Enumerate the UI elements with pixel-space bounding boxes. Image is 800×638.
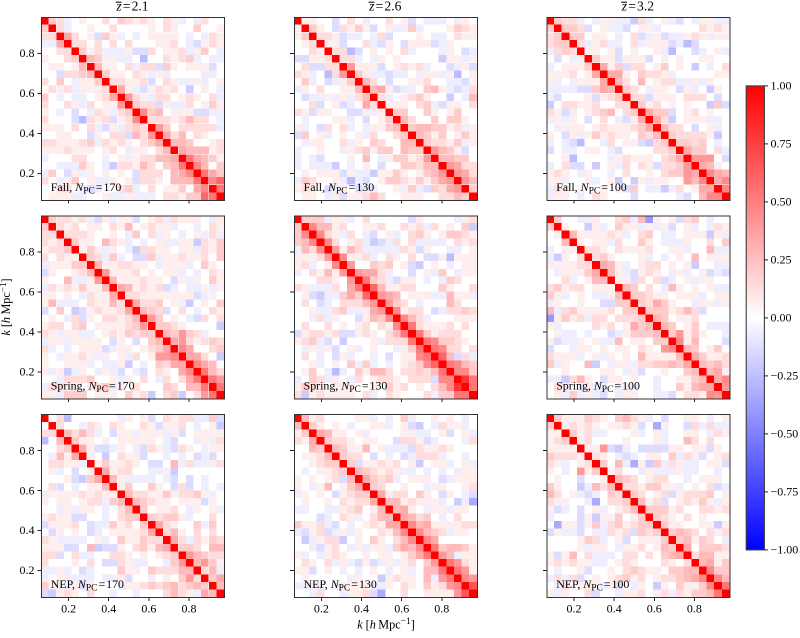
svg-text:0.6: 0.6 <box>20 86 35 100</box>
svg-text:0.25: 0.25 <box>771 253 792 267</box>
svg-text:0.4: 0.4 <box>20 324 35 338</box>
svg-text:0.6: 0.6 <box>20 483 35 497</box>
svg-text:0.4: 0.4 <box>607 601 622 615</box>
svg-text:0.50: 0.50 <box>771 195 792 209</box>
svg-text:−0.25: −0.25 <box>771 369 799 383</box>
svg-text:0.8: 0.8 <box>20 46 35 60</box>
svg-text:0.75: 0.75 <box>771 137 792 151</box>
svg-text:0.6: 0.6 <box>20 285 35 299</box>
svg-text:0.2: 0.2 <box>314 601 329 615</box>
svg-text:Fall, NPC = 130: Fall, NPC = 130 <box>304 180 375 197</box>
svg-text:0.6: 0.6 <box>647 601 662 615</box>
svg-text:Fall, NPC = 100: Fall, NPC = 100 <box>556 180 627 197</box>
svg-text:−0.50: −0.50 <box>771 427 799 441</box>
svg-text:z = 3.2: z = 3.2 <box>621 0 654 14</box>
svg-text:NEP, NPC = 100: NEP, NPC = 100 <box>556 577 629 594</box>
svg-text:Fall, NPC = 170: Fall, NPC = 170 <box>51 180 122 197</box>
svg-text:0.6: 0.6 <box>141 601 156 615</box>
svg-text:0.4: 0.4 <box>101 601 116 615</box>
svg-text:1.00: 1.00 <box>771 79 792 93</box>
svg-text:Spring, NPC = 100: Spring, NPC = 100 <box>556 378 640 395</box>
svg-text:0.8: 0.8 <box>20 443 35 457</box>
svg-text:Spring, NPC = 170: Spring, NPC = 170 <box>51 378 135 395</box>
svg-text:0.4: 0.4 <box>20 126 35 140</box>
svg-text:0.8: 0.8 <box>434 601 449 615</box>
svg-text:z = 2.1: z = 2.1 <box>115 0 148 14</box>
svg-text:0.8: 0.8 <box>182 601 197 615</box>
svg-text:k [h Mpc−1]: k [h Mpc−1] <box>357 617 415 632</box>
svg-text:0.6: 0.6 <box>394 601 409 615</box>
svg-text:NEP, NPC = 170: NEP, NPC = 170 <box>51 577 124 594</box>
svg-text:0.2: 0.2 <box>20 166 35 180</box>
svg-text:k [h Mpc−1]: k [h Mpc−1] <box>0 278 13 335</box>
svg-text:Spring, NPC = 130: Spring, NPC = 130 <box>304 378 388 395</box>
svg-text:0.8: 0.8 <box>687 601 702 615</box>
svg-text:NEP, NPC = 130: NEP, NPC = 130 <box>304 577 377 594</box>
svg-text:z = 2.6: z = 2.6 <box>368 0 401 14</box>
svg-text:0.00: 0.00 <box>771 311 792 325</box>
svg-text:0.2: 0.2 <box>61 601 76 615</box>
svg-text:0.4: 0.4 <box>354 601 369 615</box>
svg-text:0.2: 0.2 <box>20 563 35 577</box>
svg-text:−0.75: −0.75 <box>771 485 799 499</box>
svg-text:0.2: 0.2 <box>20 364 35 378</box>
svg-text:0.4: 0.4 <box>20 523 35 537</box>
svg-text:0.8: 0.8 <box>20 245 35 259</box>
svg-text:−1.00: −1.00 <box>771 543 799 557</box>
svg-text:0.2: 0.2 <box>567 601 582 615</box>
